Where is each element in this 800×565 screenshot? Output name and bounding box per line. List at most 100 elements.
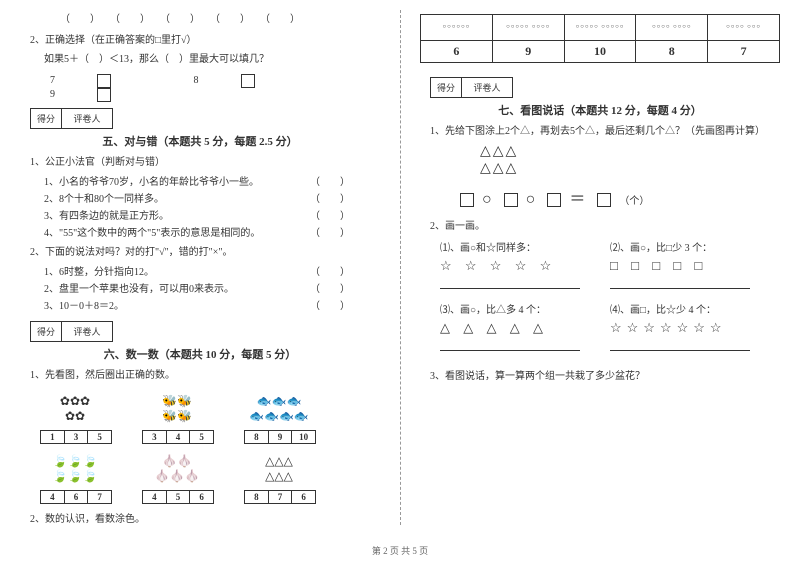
pic-block: 🐝🐝🐝🐝 345 xyxy=(142,390,214,444)
section-5-title: 五、对与错（本题共 5 分，每题 2.5 分） xyxy=(20,133,380,149)
grader-label: 评卷人 xyxy=(462,78,512,97)
judge-item: 2、盘里一个苹果也没有，可以用0来表示。（ ） xyxy=(44,281,380,298)
q2-text: 2、正确选择（在正确答案的□里打√） xyxy=(30,33,380,49)
dot-num: 10 xyxy=(565,41,636,62)
num-boxes: 876 xyxy=(244,490,316,504)
page-footer: 第 2 页 共 5 页 xyxy=(0,544,800,557)
square-icon xyxy=(597,193,611,207)
paren-row: （ ） （ ） （ ） （ ） （ ） xyxy=(60,10,380,25)
square-icon xyxy=(547,193,561,207)
right-column: ○○○○○○6 ○○○○○ ○○○○9 ○○○○○ ○○○○○10 ○○○○ ○… xyxy=(400,0,800,565)
q62: 2、数的认识，看数涂色。 xyxy=(30,512,380,528)
answer-line xyxy=(610,277,750,289)
picture-row-1: ✿✿✿✿✿ 135 🐝🐝🐝🐝 345 🐟🐟🐟🐟🐟🐟🐟 8910 xyxy=(40,390,380,444)
draw-item: ⑵、画○，比□少 3 个： □ □ □ □ □ xyxy=(610,239,780,289)
left-column: （ ） （ ） （ ） （ ） （ ） 2、正确选择（在正确答案的□里打√） 如… xyxy=(0,0,400,565)
paren: （ ） xyxy=(160,10,200,25)
score-box: 得分 评卷人 xyxy=(430,77,513,98)
judge-item: 3、有四条边的就是正方形。（ ） xyxy=(44,208,380,225)
judge1-title: 1、公正小法官（判断对与错） xyxy=(30,155,380,171)
equation-row: ○ ○ ＝ （个） xyxy=(460,185,780,209)
dot-cell: ○○○○○ ○○○○9 xyxy=(493,15,565,62)
paren: （ ） xyxy=(110,10,150,25)
section-7-title: 七、看图说话（本题共 12 分，每题 4 分） xyxy=(420,102,780,118)
score-label: 得分 xyxy=(31,322,62,341)
dot-num: 8 xyxy=(636,41,707,62)
dot-num: 7 xyxy=(708,41,779,62)
score-box: 得分 评卷人 xyxy=(30,321,113,342)
paren: （ ） xyxy=(210,10,250,25)
choice-9: 9 xyxy=(50,89,151,100)
judge2-title: 2、下面的说法对吗？对的打"√"，错的打"×"。 xyxy=(30,245,380,261)
dots-icon: ○○○○ ○○○○ xyxy=(636,15,707,41)
answer-line xyxy=(440,277,580,289)
triangle-row-1: △△△ xyxy=(480,143,780,160)
dot-table: ○○○○○○6 ○○○○○ ○○○○9 ○○○○○ ○○○○○10 ○○○○ ○… xyxy=(420,14,780,63)
picture-row-2: 🍃🍃🍃🍃🍃🍃 467 🧄🧄🧄🧄🧄 456 △△△△△△ 876 xyxy=(40,450,380,504)
section-6-title: 六、数一数（本题共 10 分，每题 5 分） xyxy=(20,346,380,362)
triangles-icon: △△△△△△ xyxy=(244,450,314,488)
draw-shapes: □ □ □ □ □ xyxy=(610,258,780,274)
unit-text: （个） xyxy=(619,196,649,207)
triangle-row-2: △△△ xyxy=(480,160,780,177)
dot-cell: ○○○○○ ○○○○○10 xyxy=(565,15,637,62)
pic-block: 🐟🐟🐟🐟🐟🐟🐟 8910 xyxy=(244,390,316,444)
num-boxes: 467 xyxy=(40,490,112,504)
answer-line xyxy=(440,339,580,351)
q2-sub: 如果5＋（ ）＜13，那么（ ）里最大可以填几？ xyxy=(44,52,380,68)
square-icon xyxy=(504,193,518,207)
dots-icon: ○○○○○ ○○○○ xyxy=(493,15,564,41)
score-label: 得分 xyxy=(31,109,62,128)
pic-block: 🍃🍃🍃🍃🍃🍃 467 xyxy=(40,450,112,504)
dot-cell: ○○○○○○6 xyxy=(421,15,493,62)
num-choices: 7 8 9 xyxy=(50,74,380,102)
paren: （ ） xyxy=(60,10,100,25)
q72: 2、画一画。 xyxy=(430,219,780,235)
dot-cell: ○○○○ ○○○7 xyxy=(708,15,779,62)
pic-block: 🧄🧄🧄🧄🧄 456 xyxy=(142,450,214,504)
dots-icon: ○○○○○○ xyxy=(421,15,492,41)
draw-shapes: △ △ △ △ △ xyxy=(440,320,610,336)
draw-label: ⑶、画○，比△多 4 个： xyxy=(440,301,610,316)
score-label: 得分 xyxy=(431,78,462,97)
draw-shapes: ☆☆☆☆☆☆☆ xyxy=(610,320,780,336)
score-box: 得分 评卷人 xyxy=(30,108,113,129)
q61: 1、先看图，然后圈出正确的数。 xyxy=(30,368,380,384)
dot-cell: ○○○○ ○○○○8 xyxy=(636,15,708,62)
draw-item: ⑶、画○，比△多 4 个： △ △ △ △ △ xyxy=(440,301,610,351)
dot-num: 9 xyxy=(493,41,564,62)
draw-item: ⑷、画□，比☆少 4 个： ☆☆☆☆☆☆☆ xyxy=(610,301,780,351)
judge-item: 1、小名的爷爷70岁，小名的年龄比爷爷小一些。（ ） xyxy=(44,174,380,191)
num-boxes: 456 xyxy=(142,490,214,504)
draw-shapes: ☆ ☆ ☆ ☆ ☆ xyxy=(440,258,610,274)
num-boxes: 135 xyxy=(40,430,112,444)
answer-line xyxy=(610,339,750,351)
fish-icon: 🐟🐟🐟🐟🐟🐟🐟 xyxy=(244,390,314,428)
checkbox[interactable] xyxy=(97,74,111,88)
draw-label: ⑵、画○，比□少 3 个： xyxy=(610,239,780,254)
dots-icon: ○○○○ ○○○ xyxy=(708,15,779,41)
paren: （ ） xyxy=(260,10,300,25)
choice-7: 7 xyxy=(50,75,151,86)
garlic-icon: 🧄🧄🧄🧄🧄 xyxy=(142,450,212,488)
q71: 1、先给下图涂上2个△，再划去5个△，最后还剩几个△？（先画图再计算） xyxy=(430,124,780,140)
checkbox[interactable] xyxy=(97,88,111,102)
num-boxes: 345 xyxy=(142,430,214,444)
choice-8: 8 xyxy=(194,75,295,86)
q73: 3、看图说话，算一算两个组一共栽了多少盆花？ xyxy=(430,369,780,385)
draw-grid: ⑴、画○和☆同样多： ☆ ☆ ☆ ☆ ☆ ⑵、画○，比□少 3 个： □ □ □… xyxy=(440,239,780,363)
judge-item: 3、10－0＋8＝2。（ ） xyxy=(44,298,380,315)
num-boxes: 8910 xyxy=(244,430,316,444)
pic-block: △△△△△△ 876 xyxy=(244,450,316,504)
grader-label: 评卷人 xyxy=(62,322,112,341)
flowers-icon: ✿✿✿✿✿ xyxy=(40,390,110,428)
bees-icon: 🐝🐝🐝🐝 xyxy=(142,390,212,428)
draw-label: ⑴、画○和☆同样多： xyxy=(440,239,610,254)
grader-label: 评卷人 xyxy=(62,109,112,128)
pic-block: ✿✿✿✿✿ 135 xyxy=(40,390,112,444)
checkbox[interactable] xyxy=(241,74,255,88)
draw-label: ⑷、画□，比☆少 4 个： xyxy=(610,301,780,316)
square-icon xyxy=(460,193,474,207)
dots-icon: ○○○○○ ○○○○○ xyxy=(565,15,636,41)
judge-item: 1、6时整，分针指向12。（ ） xyxy=(44,264,380,281)
